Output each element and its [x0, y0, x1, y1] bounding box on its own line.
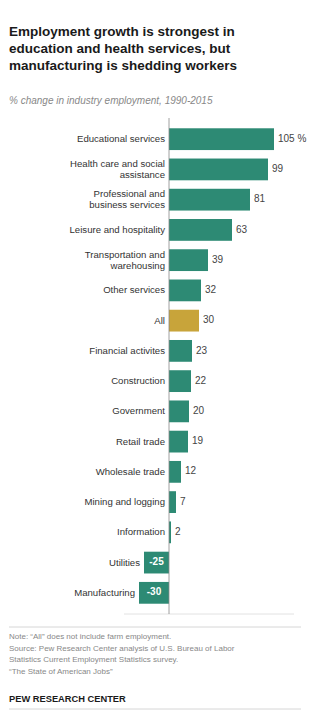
text-line: Note: “All” does not include farm employ…	[9, 632, 171, 641]
text-line: Wholesale trade	[96, 465, 165, 476]
text-line: assistance	[120, 168, 165, 179]
data-label: -25	[149, 556, 164, 567]
bar	[169, 249, 208, 271]
text-line: manufacturing is shedding workers	[9, 58, 237, 73]
category-label: Utilities	[109, 556, 140, 567]
category-label: Manufacturing	[74, 586, 135, 597]
bar	[169, 491, 176, 513]
separator	[9, 709, 301, 710]
data-label: 32	[205, 284, 217, 295]
text-line: education and health services, but	[9, 41, 231, 56]
separator	[9, 627, 301, 628]
category-label: Other services	[103, 284, 165, 295]
category-label: Leisure and hospitality	[70, 223, 166, 234]
bar	[169, 128, 274, 150]
category-label: Financial activites	[89, 344, 165, 355]
text-line: Source: Pew Research Center analysis of …	[9, 644, 235, 653]
data-label: 7	[180, 496, 186, 507]
category-label: Retail trade	[116, 435, 165, 446]
data-label: 23	[196, 345, 208, 356]
bar	[169, 189, 250, 211]
category-label: Transportation andwarehousing	[85, 248, 165, 270]
category-label: Educational services	[77, 133, 165, 144]
data-label: 81	[254, 193, 266, 204]
data-label: 39	[212, 254, 224, 265]
chart: Employment growth is strongest in educati…	[0, 0, 310, 716]
text-line: Financial activites	[89, 344, 165, 355]
text-line: Professional and	[94, 188, 165, 199]
title: Employment growth is strongest in educati…	[9, 24, 237, 73]
labels: 105 % Educational services 99 Health care a…	[70, 133, 307, 598]
text-line: Information	[117, 526, 165, 537]
bar	[169, 159, 268, 181]
bar	[139, 582, 169, 604]
category-label: All	[154, 314, 165, 325]
text-line: Employment growth is strongest in	[9, 24, 235, 39]
bar	[169, 400, 189, 422]
bar	[169, 310, 199, 332]
bar	[169, 370, 191, 392]
category-label: Information	[117, 526, 165, 537]
text-line: Construction	[111, 375, 165, 386]
bar	[169, 340, 192, 362]
text-line: All	[154, 314, 165, 325]
category-label: Professional andbusiness services	[89, 188, 165, 210]
bar	[169, 431, 188, 453]
text-line: Leisure and hospitality	[70, 223, 166, 234]
text-line: warehousing	[110, 259, 165, 270]
category-label: Wholesale trade	[96, 465, 165, 476]
text-line: “The State of American Jobs”	[9, 667, 113, 676]
text-line: Government	[112, 405, 165, 416]
data-label: 99	[272, 163, 284, 174]
bar	[169, 280, 201, 302]
text-line: Manufacturing	[74, 586, 135, 597]
text-line: Retail trade	[116, 435, 165, 446]
category-label: Construction	[111, 375, 165, 386]
text-line: % change in industry employment, 1990-20…	[9, 95, 213, 106]
bar	[144, 552, 169, 574]
text-line: PEW RESEARCH CENTER	[9, 694, 126, 704]
data-label: 2	[175, 526, 181, 537]
text-line: Mining and logging	[84, 496, 165, 507]
category-label: Mining and logging	[84, 496, 165, 507]
data-label: 19	[192, 435, 204, 446]
text-line: Transportation and	[85, 248, 165, 259]
bar	[169, 461, 181, 483]
data-label: 12	[185, 465, 197, 476]
footer: PEW RESEARCH CENTER	[9, 694, 126, 704]
subtitle: % change in industry employment, 1990-20…	[9, 95, 213, 106]
data-label: 22	[195, 375, 207, 386]
note: Note: “All” does not include farm employ…	[9, 632, 235, 676]
category-label: Government	[112, 405, 165, 416]
text-line: Health care and social	[70, 157, 165, 168]
category-label: Health care and socialassistance	[70, 157, 165, 179]
data-label: 105 %	[278, 133, 306, 144]
data-label: -30	[147, 586, 162, 597]
text-line: business services	[89, 199, 165, 210]
text-line: Educational services	[77, 133, 165, 144]
x-axis-line	[124, 614, 294, 615]
text-line: Other services	[103, 284, 165, 295]
data-label: 30	[203, 314, 215, 325]
data-label: 20	[193, 405, 205, 416]
data-label: 63	[236, 224, 248, 235]
bar	[169, 219, 232, 241]
text-line: Utilities	[109, 556, 140, 567]
zero-line	[169, 118, 170, 614]
text-line: Statistics Current Employment Statistics…	[9, 655, 178, 664]
